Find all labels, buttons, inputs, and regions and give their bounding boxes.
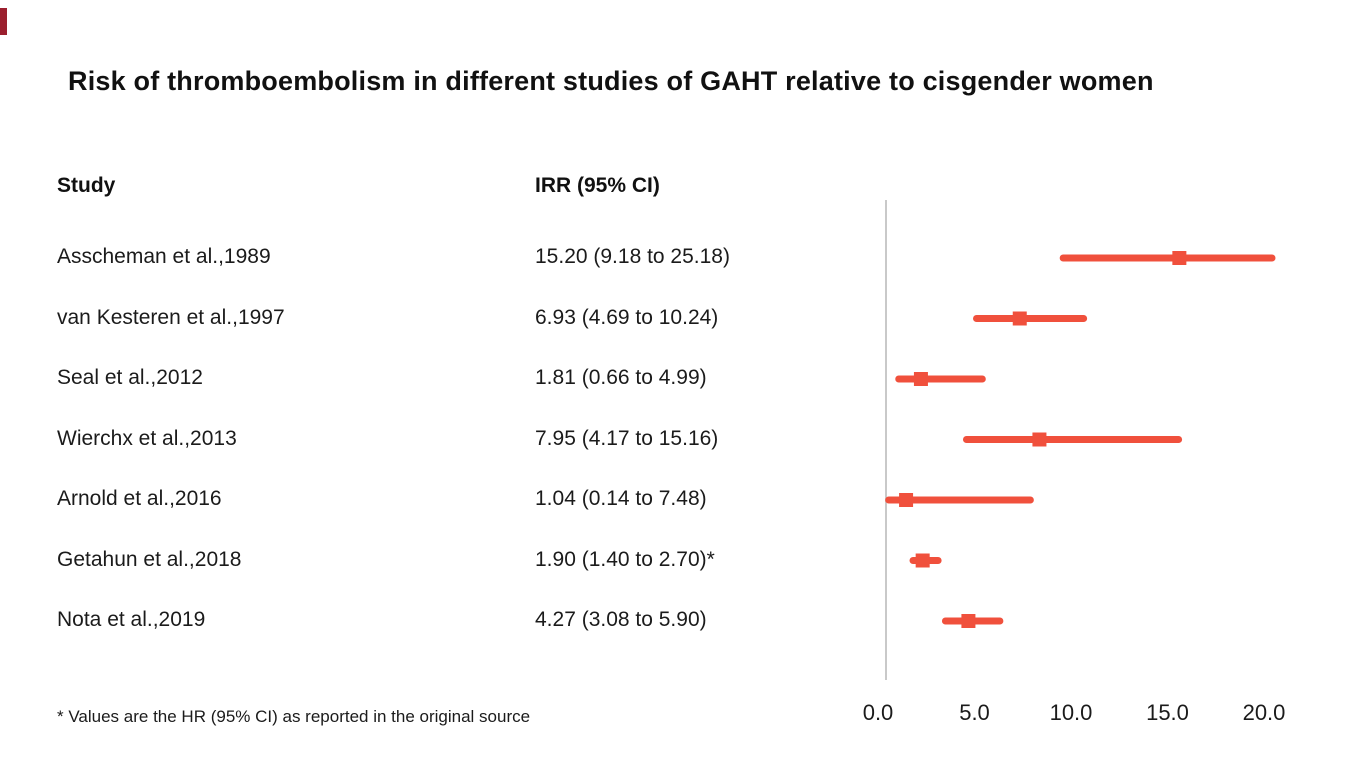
estimate-marker [913,372,928,386]
column-header-irr: IRR (95% CI) [535,174,660,197]
estimate-marker [1172,251,1187,265]
study-label: Seal et al.,2012 [57,366,203,389]
column-header-study: Study [57,174,116,197]
estimate-marker [1012,311,1027,326]
x-tick-label: 15.0 [1146,700,1189,725]
study-label: Arnold et al.,2016 [57,487,222,510]
x-tick-label: 5.0 [959,700,990,725]
study-label: van Kesteren et al.,1997 [57,305,285,329]
accent-mark [0,8,7,35]
study-label: Asscheman et al.,1989 [57,245,271,268]
study-label: Wierchx et al.,2013 [57,426,237,450]
estimate-marker [961,614,976,628]
estimate-marker [1032,432,1047,447]
study-label: Getahun et al.,2018 [57,547,242,571]
irr-value-label: 1.04 (0.14 to 7.48) [535,487,707,510]
x-tick-label: 20.0 [1242,700,1286,725]
irr-value-label: 1.81 (0.66 to 4.99) [535,366,707,389]
x-tick-label: 0.0 [862,700,894,725]
x-tick-label: 10.0 [1049,700,1093,725]
irr-value-label: 4.27 (3.08 to 5.90) [535,608,707,631]
footnote: * Values are the HR (95% CI) as reported… [57,707,531,726]
estimate-marker [899,493,914,507]
irr-value-label: 7.95 (4.17 to 15.16) [535,426,719,450]
estimate-marker [915,553,930,568]
chart-title: Risk of thromboembolism in different stu… [68,66,1154,96]
study-label: Nota et al.,2019 [57,608,206,631]
irr-value-label: 1.90 (1.40 to 2.70)* [535,547,715,571]
irr-value-label: 6.93 (4.69 to 10.24) [535,305,719,329]
irr-value-label: 15.20 (9.18 to 25.18) [535,245,730,268]
